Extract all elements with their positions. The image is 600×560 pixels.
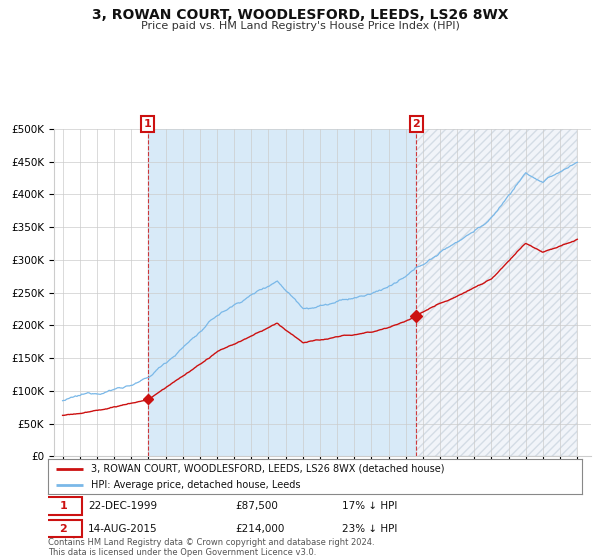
Text: Contains HM Land Registry data © Crown copyright and database right 2024.
This d: Contains HM Land Registry data © Crown c… [48,538,374,557]
Text: 1: 1 [144,119,152,129]
Text: 2: 2 [412,119,420,129]
Text: 17% ↓ HPI: 17% ↓ HPI [342,501,397,511]
FancyBboxPatch shape [46,497,82,515]
Bar [148,129,416,456]
Text: 3, ROWAN COURT, WOODLESFORD, LEEDS, LS26 8WX: 3, ROWAN COURT, WOODLESFORD, LEEDS, LS26… [92,8,508,22]
FancyBboxPatch shape [46,520,82,538]
Bar [416,129,577,456]
Text: Price paid vs. HM Land Registry's House Price Index (HPI): Price paid vs. HM Land Registry's House … [140,21,460,31]
Text: 22-DEC-1999: 22-DEC-1999 [88,501,157,511]
Text: 3, ROWAN COURT, WOODLESFORD, LEEDS, LS26 8WX (detached house): 3, ROWAN COURT, WOODLESFORD, LEEDS, LS26… [91,464,444,474]
Text: £87,500: £87,500 [235,501,278,511]
Text: 14-AUG-2015: 14-AUG-2015 [88,524,158,534]
Text: 1: 1 [59,501,67,511]
Text: HPI: Average price, detached house, Leeds: HPI: Average price, detached house, Leed… [91,479,300,489]
Text: £214,000: £214,000 [235,524,284,534]
Text: 2: 2 [59,524,67,534]
Text: 23% ↓ HPI: 23% ↓ HPI [342,524,397,534]
